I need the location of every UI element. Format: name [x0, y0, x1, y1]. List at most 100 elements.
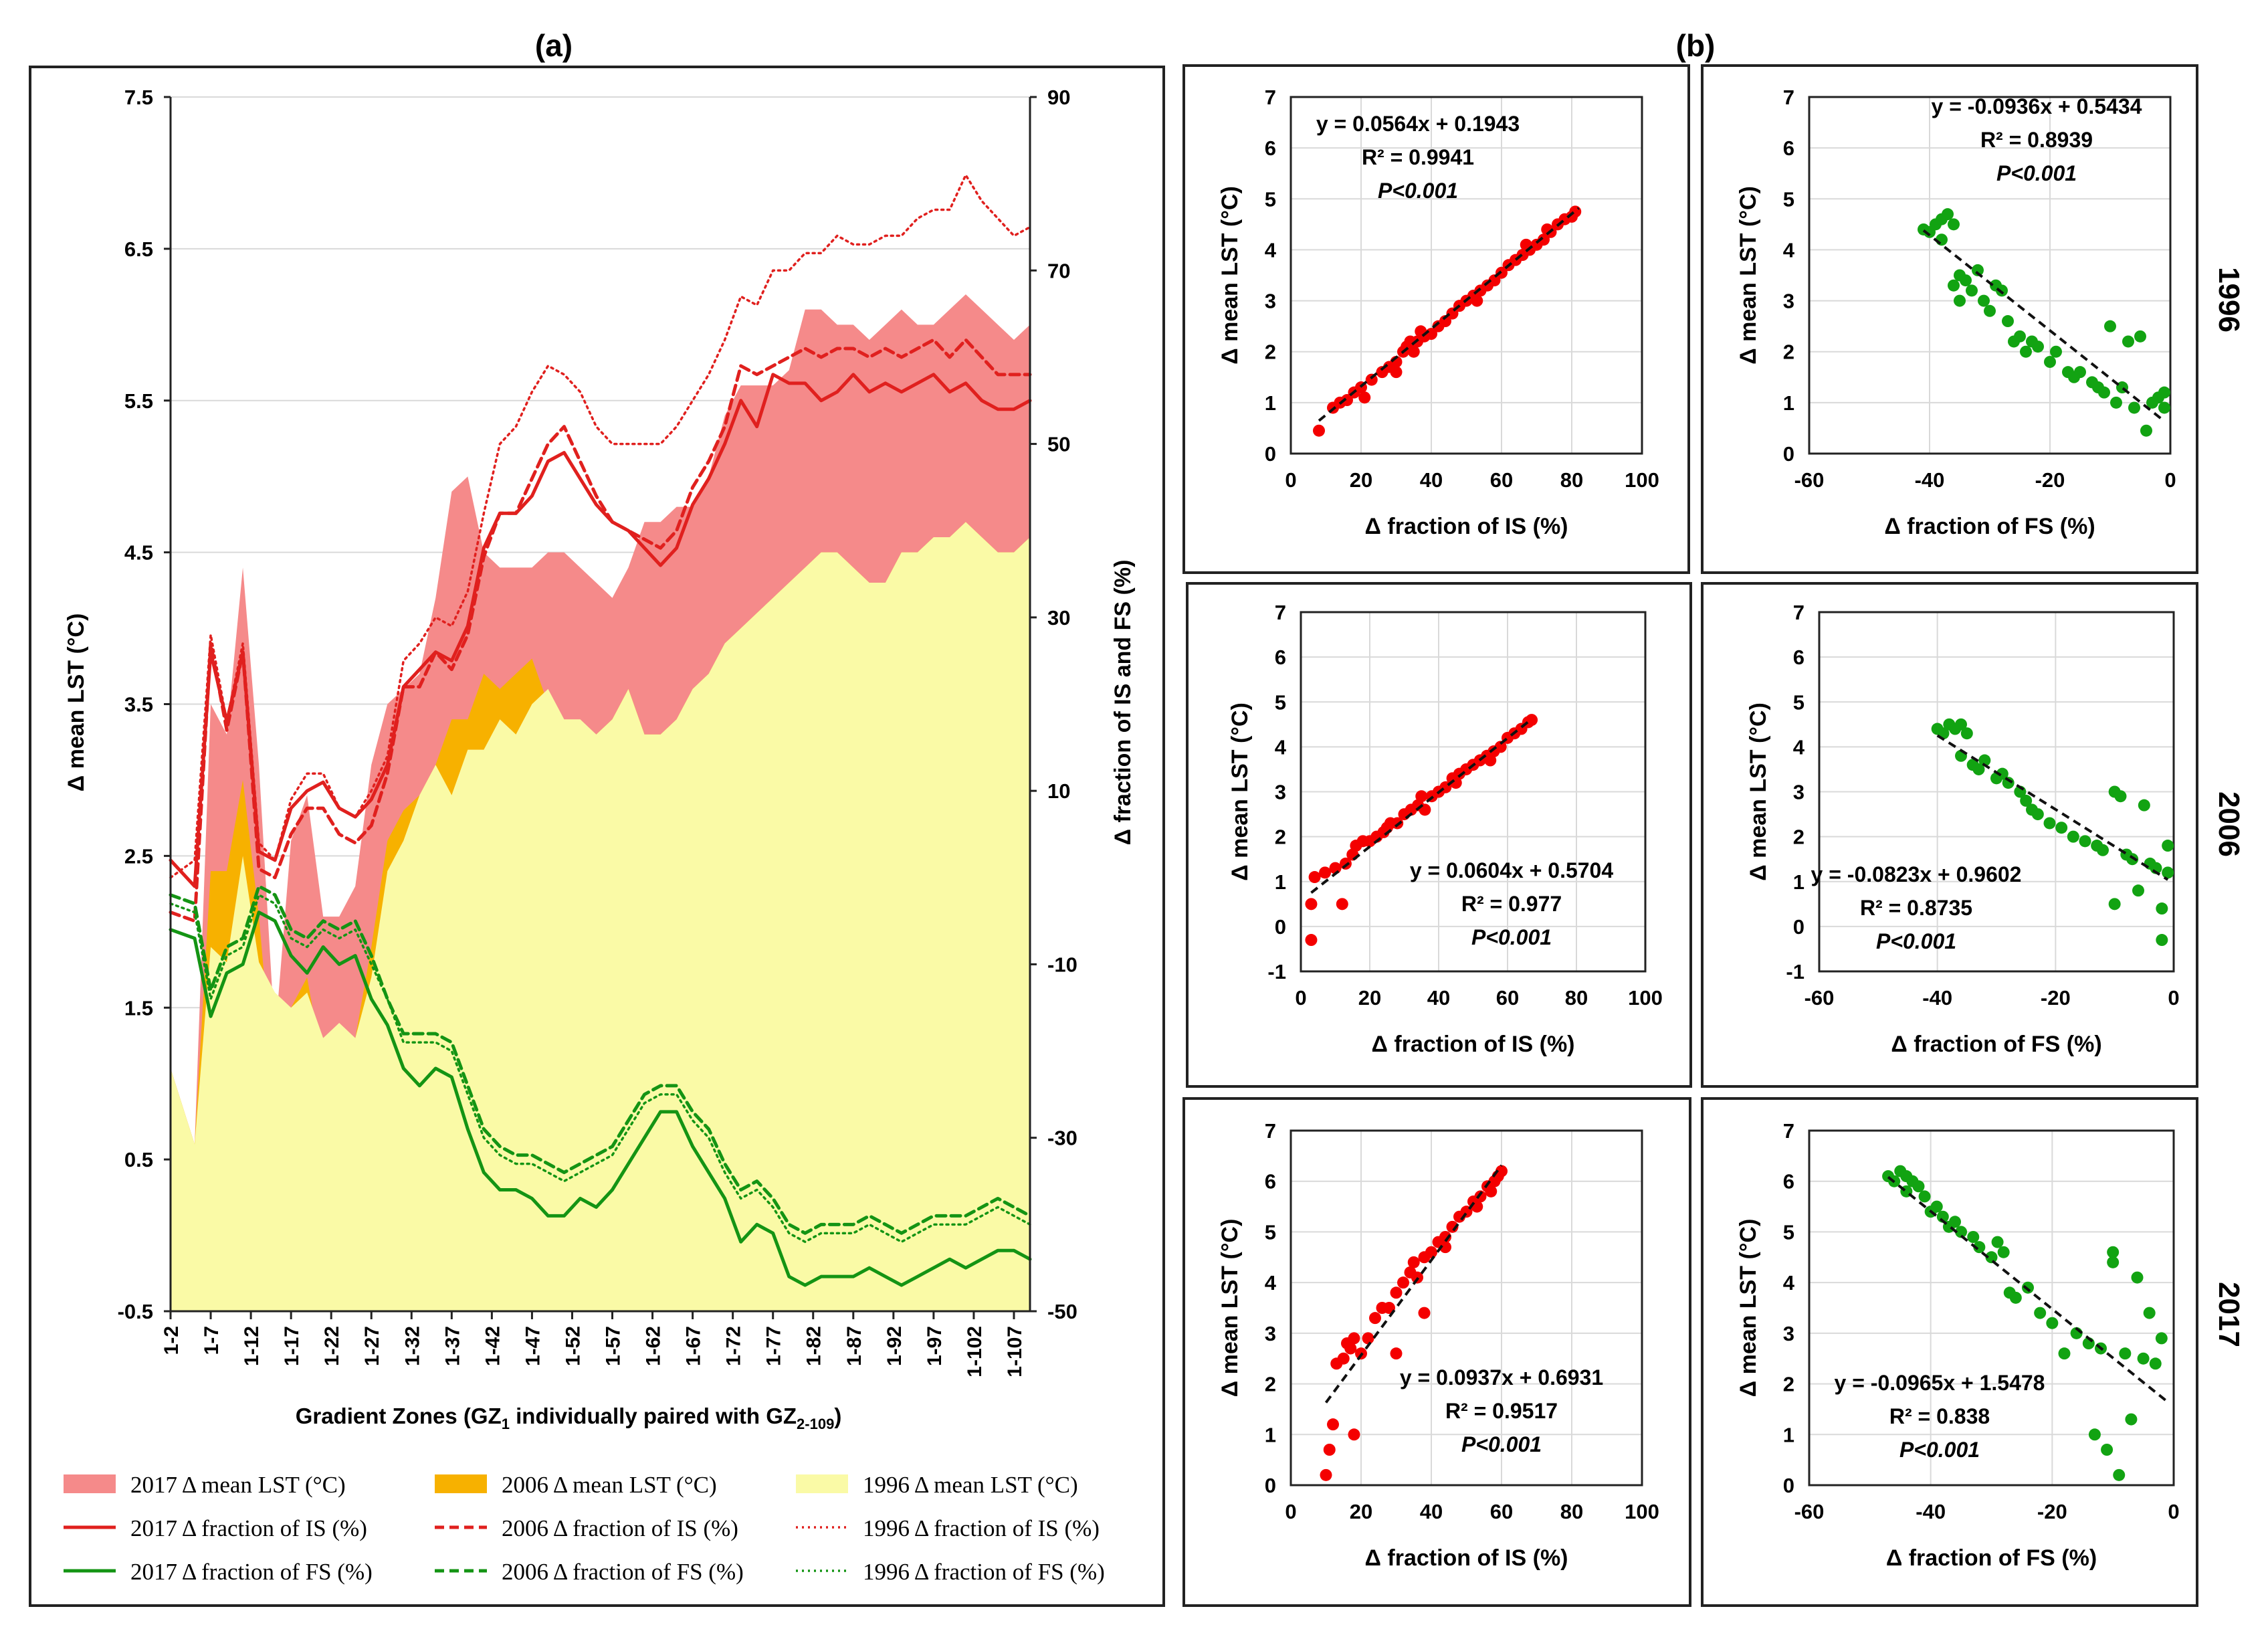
- scatter-point: [2134, 330, 2146, 343]
- scatter-ytick-label: 0: [1275, 915, 1286, 939]
- scatter-point: [2088, 1428, 2101, 1441]
- scatter-point: [1320, 1468, 1332, 1481]
- scatter-ytick-label: 7: [1265, 1119, 1276, 1143]
- chart-a-ytick-label: 5.5: [124, 389, 153, 413]
- scatter-point: [1348, 1332, 1360, 1345]
- scatter-point: [2034, 1307, 2047, 1319]
- scatter-ytick-label: 2: [1275, 826, 1286, 849]
- scatter-xtick-label: -40: [1915, 468, 1945, 492]
- scatter-point: [2126, 853, 2139, 866]
- scatter-point: [2098, 386, 2110, 399]
- scatter-point: [2014, 330, 2026, 343]
- scatter-point: [1344, 1342, 1357, 1355]
- chart-a-y2tick-label: -50: [1047, 1300, 1077, 1323]
- scatter-ytick-label: 5: [1783, 187, 1794, 211]
- scatter-point: [2155, 1332, 2168, 1345]
- chart-a-xtick-label: 1-92: [884, 1326, 906, 1366]
- scatter-frame: [1186, 582, 1692, 1088]
- chart-a-xtick-label: 1-97: [924, 1326, 946, 1366]
- scatter-xtick-label: 40: [1427, 986, 1450, 1010]
- scatter-point: [2125, 1413, 2138, 1426]
- chart-a-line-2017-fraction-of-is-: [169, 373, 1032, 888]
- scatter-r2: R² = 0.977: [1461, 892, 1562, 916]
- scatter-point: [2079, 835, 2091, 848]
- scatter-point: [2143, 1307, 2156, 1319]
- scatter-point: [2156, 934, 2168, 947]
- scatter-p-value: P<0.001: [1471, 925, 1552, 949]
- chart-a-xtick-label: 1-102: [964, 1326, 986, 1377]
- scatter-point: [1425, 1246, 1437, 1258]
- scatter-ytick-label: 2: [1265, 1373, 1276, 1396]
- scatter-point: [1949, 1216, 1961, 1228]
- scatter-r2: R² = 0.8735: [1860, 896, 1972, 920]
- scatter-equation: y = -0.0965x + 1.5478: [1835, 1371, 2045, 1395]
- scatter-xtick-label: 0: [2168, 986, 2179, 1010]
- scatter-point: [2002, 315, 2014, 328]
- scatter-plot-area: [1290, 96, 1643, 455]
- legend-label: 1996 Δ fraction of FS (%): [863, 1559, 1105, 1585]
- chart-a-lines: [169, 173, 1032, 1287]
- scatter-point: [1955, 718, 1967, 731]
- scatter-xtick-label: 0: [1285, 1500, 1296, 1523]
- scatter-panel-b-1996-is: 0 20 40 60 80 100 0 1 2 3 4 5 6 7 y = 0.0564x + 0.1943…: [1182, 64, 1690, 574]
- chart-a-xtick-label: 1-7: [201, 1326, 223, 1355]
- chart-a-y2tick-label: -10: [1047, 953, 1077, 976]
- scatter-point: [1538, 233, 1550, 246]
- year-label-2017: 2017: [2212, 1282, 2245, 1347]
- scatter-ytick-label: 5: [1783, 1220, 1794, 1244]
- scatter-point: [2131, 1271, 2144, 1284]
- scatter-ytick-label: 6: [1265, 1170, 1276, 1193]
- legend-swatch-area: [435, 1474, 487, 1493]
- scatter-frame: [1701, 1097, 2198, 1607]
- scatter-point: [1327, 1418, 1339, 1431]
- scatter-point: [1369, 1312, 1381, 1325]
- scatter-xtick-label: -20: [2037, 1500, 2067, 1523]
- scatter-fit-line: [1887, 1175, 2169, 1404]
- scatter-frame: [1182, 1097, 1691, 1607]
- scatter-point: [1488, 274, 1501, 287]
- legend-swatch-area: [796, 1474, 848, 1493]
- scatter-ytick-label: 7: [1783, 1119, 1794, 1143]
- scatter-point: [2114, 790, 2127, 803]
- scatter-plot-area: [1290, 1129, 1643, 1487]
- scatter-point: [1308, 871, 1321, 884]
- scatter-point: [2119, 1347, 2132, 1360]
- scatter-ytick-label: 1: [1783, 391, 1794, 415]
- scatter-ytick-label: -1: [1267, 960, 1286, 983]
- scatter-ytick-label: 1: [1783, 1423, 1794, 1446]
- scatter-point: [2097, 844, 2109, 856]
- year-label-1996: 1996: [2212, 267, 2245, 332]
- scatter-point: [2132, 884, 2144, 897]
- scatter-point: [1390, 366, 1403, 379]
- scatter-fit-line: [1318, 207, 1580, 422]
- scatter-ytick-label: 7: [1265, 86, 1276, 109]
- scatter-p-value: P<0.001: [1899, 1438, 1980, 1462]
- chart-a-ytick-label: 7.5: [124, 86, 153, 109]
- chart-a-xtick-label: 1-42: [482, 1326, 504, 1366]
- scatter-xtick-label: 100: [1625, 1500, 1659, 1523]
- chart-a-xtick-label: 1-22: [321, 1326, 343, 1366]
- scatter-point: [1305, 898, 1318, 911]
- chart-a-ytick-label: 6.5: [124, 237, 153, 261]
- chart-a-xtick-label: 1-82: [803, 1326, 825, 1366]
- scatter-ytick-label: 1: [1265, 391, 1276, 415]
- scatter-ytick-label: 2: [1265, 341, 1276, 364]
- chart-a-line-2006-fraction-of-is-: [169, 338, 1032, 923]
- scatter-point: [1418, 1307, 1431, 1319]
- scatter-point: [1996, 284, 2008, 297]
- scatter-p-value: P<0.001: [1876, 929, 1956, 953]
- scatter-xtick-label: 60: [1496, 986, 1519, 1010]
- scatter-point: [1960, 727, 1973, 740]
- chart-a-xtick-label: 1-47: [522, 1326, 544, 1366]
- scatter-ytick-label: 6: [1275, 646, 1286, 669]
- legend-label: 2006 Δ fraction of IS (%): [502, 1515, 738, 1541]
- chart-a-areas: [171, 294, 1030, 1311]
- scatter-xtick-label: 0: [1295, 986, 1306, 1010]
- scatter-ytick-label: 2: [1783, 341, 1794, 364]
- scatter-xtick-label: 80: [1560, 468, 1583, 492]
- scatter-ylabel: Δ mean LST (°C): [1217, 1219, 1243, 1398]
- scatter-point: [1912, 1180, 1925, 1193]
- scatter-ytick-label: 2: [1783, 1373, 1794, 1396]
- scatter-point: [1337, 1352, 1350, 1365]
